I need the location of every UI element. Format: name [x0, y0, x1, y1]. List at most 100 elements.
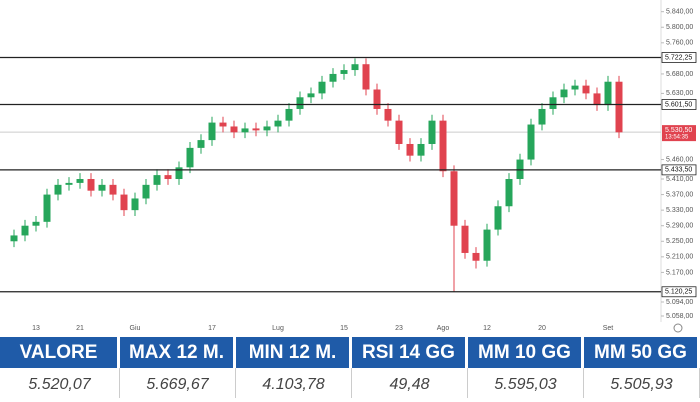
candle-body [373, 89, 381, 109]
candle-body [505, 179, 513, 207]
candle-body [483, 229, 491, 261]
candle-body [527, 124, 535, 160]
x-tick-label: Lug [272, 325, 284, 332]
candle-body [164, 175, 172, 180]
candle-body [274, 120, 282, 127]
y-tick-label: 5.630,00 [666, 90, 693, 97]
candle-body [318, 81, 326, 94]
x-tick-label: 21 [76, 325, 84, 332]
candle-body [593, 93, 601, 106]
candle-body [351, 64, 359, 71]
candle-body [494, 206, 502, 230]
y-tick-label: 5.094,00 [666, 299, 693, 306]
candle-body [472, 252, 480, 261]
x-tick-label: 20 [538, 325, 546, 332]
candle-body [131, 198, 139, 211]
last-price-time: 13:54:35 [665, 135, 689, 141]
candle-body [120, 194, 128, 211]
candle-body [252, 128, 260, 131]
x-tick-label: 15 [340, 325, 348, 332]
stats-table: VALORE MAX 12 M. MIN 12 M. RSI 14 GG MM 10 G… [0, 337, 700, 398]
table-header: MIN 12 M. [236, 337, 352, 368]
y-tick-label: 5.330,00 [666, 207, 693, 214]
candle-body [109, 184, 117, 195]
candle-body [439, 120, 447, 172]
level-label: 5.601,50 [665, 101, 692, 108]
candle-body [329, 73, 337, 82]
candle-body [560, 89, 568, 98]
candle-body [362, 64, 370, 90]
table-header: MM 10 GG [468, 337, 584, 368]
y-tick-label: 5.370,00 [666, 191, 693, 198]
candle-body [32, 221, 40, 226]
table-cell: 5.520,07 [0, 368, 120, 398]
candle-body [549, 97, 557, 109]
y-tick-label: 5.680,00 [666, 71, 693, 78]
candle-body [186, 147, 194, 168]
candle-body [197, 140, 205, 148]
x-tick-label: Giu [130, 325, 141, 332]
candle-body [241, 128, 249, 133]
candle-body [21, 225, 29, 236]
x-tick-label: 23 [395, 325, 403, 332]
candle-body [98, 184, 106, 191]
table-cell: 4.103,78 [236, 368, 352, 398]
candle-body [582, 85, 590, 94]
chart: 5.840,00 5.800,00 5.760,00 5.680,00 5.630,00… [0, 0, 697, 333]
candle-body [263, 126, 271, 131]
candle-body [230, 126, 238, 133]
candle-body [450, 171, 458, 226]
candle-body [417, 143, 425, 156]
y-tick-label: 5.840,00 [666, 9, 693, 16]
table-header: RSI 14 GG [352, 337, 468, 368]
candle-body [54, 184, 62, 195]
y-tick-label: 5.058,00 [666, 313, 693, 320]
last-price-label: 5.530,50 [665, 127, 692, 134]
candle-body [340, 70, 348, 74]
candle-body [395, 120, 403, 144]
x-tick-label: 17 [208, 325, 216, 332]
candle-body [307, 93, 315, 98]
y-tick-label: 5.800,00 [666, 24, 693, 31]
candle-body [43, 194, 51, 222]
level-label: 5.433,50 [665, 167, 692, 174]
candle-body [428, 120, 436, 144]
candle-body [153, 175, 161, 185]
y-tick-label: 5.290,00 [666, 223, 693, 230]
candle-body [538, 108, 546, 125]
candle-body [384, 108, 392, 121]
y-tick-label: 5.210,00 [666, 254, 693, 261]
candle-body [219, 122, 227, 127]
level-box [661, 52, 697, 63]
level-box [661, 99, 697, 110]
candle-body [571, 85, 579, 90]
x-tick-label: 13 [32, 325, 40, 332]
table-cell: 49,48 [352, 368, 468, 398]
candle-body [285, 108, 293, 121]
level-label: 5.722,25 [665, 54, 692, 61]
y-tick-label: 5.760,00 [666, 40, 693, 47]
table-cell: 5.669,67 [120, 368, 236, 398]
y-tick-label: 5.170,00 [666, 269, 693, 276]
candle-body [296, 97, 304, 109]
y-tick-label: 5.460,00 [666, 156, 693, 163]
candle-body [604, 81, 612, 106]
table-cell: 5.505,93 [584, 368, 700, 398]
last-price-box [662, 125, 696, 142]
y-tick-label: 5.410,00 [666, 176, 693, 183]
x-tick-label: Ago [437, 325, 450, 332]
candle-body [461, 225, 469, 253]
level-label: 5.120,25 [665, 289, 692, 296]
candle-body [76, 179, 84, 183]
table-header: MM 50 GG [584, 337, 700, 368]
level-box [661, 164, 697, 176]
table-header: MAX 12 M. [120, 337, 236, 368]
table-header: VALORE [0, 337, 120, 368]
candle-body [10, 235, 18, 242]
candle-body [175, 167, 183, 180]
level-box [661, 286, 697, 298]
candle-body [65, 182, 73, 185]
clock-icon [673, 323, 683, 333]
candle-body [87, 179, 95, 191]
candle-body [615, 81, 623, 133]
